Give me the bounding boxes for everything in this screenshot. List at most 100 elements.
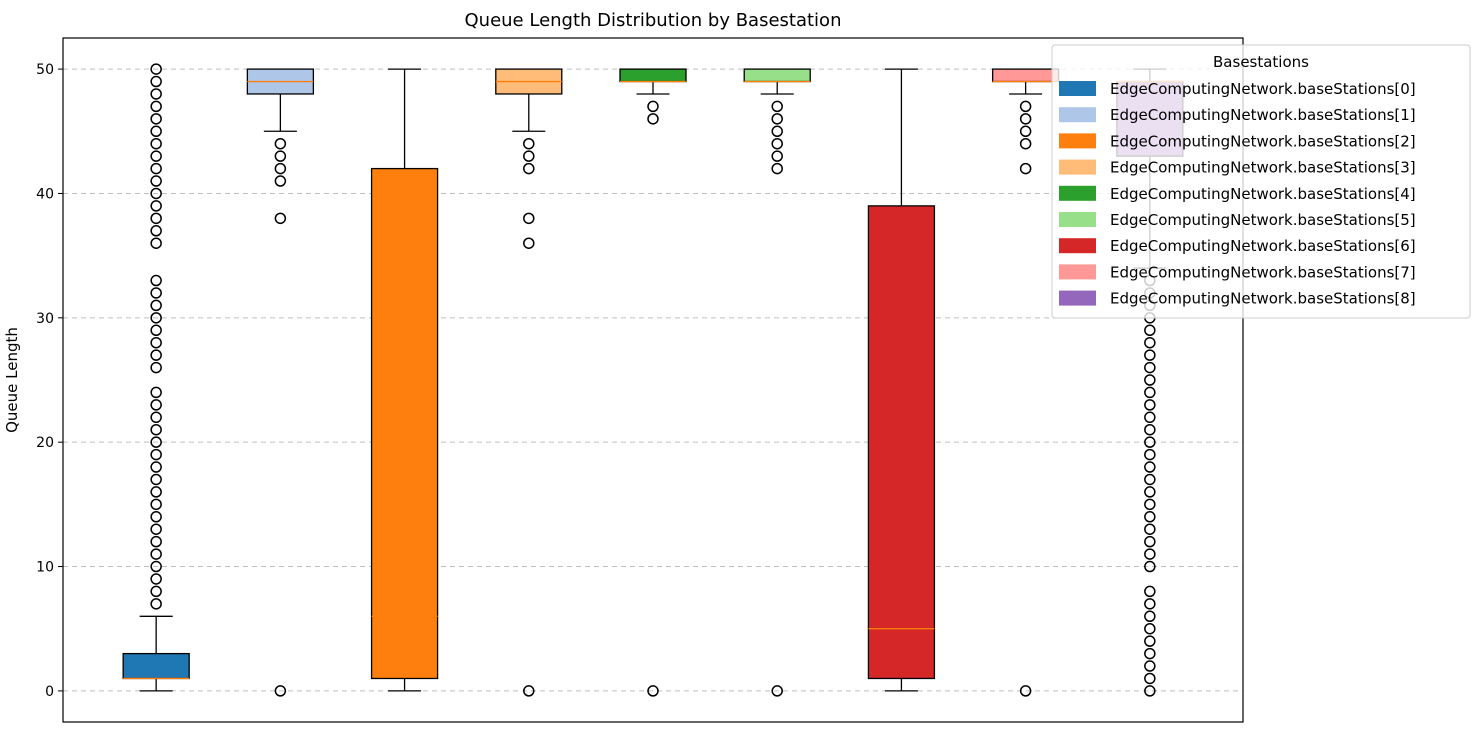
box-group — [619, 68, 687, 697]
outlier-point — [150, 312, 162, 324]
legend-title: Basestations — [1213, 53, 1309, 71]
outlier-point — [1019, 125, 1032, 138]
outlier-point — [1144, 448, 1156, 461]
legend-swatch — [1059, 81, 1096, 96]
outlier-point — [771, 150, 783, 162]
box-group — [370, 68, 439, 692]
outlier-point — [1144, 486, 1156, 498]
outlier-point — [150, 361, 162, 374]
legend-swatch — [1059, 185, 1096, 201]
outlier-point — [150, 162, 162, 175]
outlier-point — [150, 88, 162, 100]
outlier-point — [1144, 560, 1156, 573]
outlier-point — [1144, 585, 1156, 598]
outlier-point — [523, 212, 535, 225]
outlier-point — [1144, 672, 1156, 685]
legend-label: EdgeComputingNetwork.baseStations[7] — [1110, 263, 1416, 281]
outlier-point — [523, 150, 535, 162]
outlier-point — [150, 75, 162, 88]
outlier-point — [274, 162, 287, 175]
box-group — [867, 68, 936, 692]
outlier-point — [1144, 660, 1156, 672]
outlier-point — [150, 535, 162, 548]
outlier-point — [647, 100, 659, 113]
outlier-point — [1144, 461, 1156, 473]
legend-label: EdgeComputingNetwork.baseStations[0] — [1110, 80, 1416, 98]
legend-label: EdgeComputingNetwork.baseStations[8] — [1110, 290, 1416, 308]
box-group — [991, 68, 1060, 697]
outlier-point — [1144, 511, 1156, 523]
outlier-point — [1144, 336, 1156, 349]
y-axis: 0 10 20 30 40 50 — [36, 62, 63, 700]
outlier-point — [1144, 498, 1156, 511]
legend-label: EdgeComputingNetwork.baseStations[2] — [1110, 132, 1416, 150]
legend-label: EdgeComputingNetwork.baseStations[3] — [1110, 159, 1416, 177]
outlier-point — [150, 336, 162, 349]
box — [370, 167, 439, 680]
outlier-point — [150, 511, 162, 523]
box — [991, 68, 1060, 83]
outlier-point — [150, 100, 162, 113]
outlier-point — [1144, 647, 1156, 660]
legend-box — [1051, 44, 1471, 319]
outlier-point — [274, 137, 287, 150]
outlier-point — [150, 461, 162, 473]
box — [619, 68, 687, 83]
box-group — [122, 63, 190, 692]
outlier-point — [523, 237, 535, 249]
outlier-point — [150, 411, 162, 424]
outlier-point — [150, 113, 162, 125]
outlier-point — [1144, 535, 1156, 548]
outlier-point — [1144, 610, 1156, 623]
y-tick-label: 30 — [36, 311, 54, 327]
outlier-point — [150, 448, 162, 461]
outlier-point — [274, 212, 287, 225]
outlier-point — [150, 187, 162, 200]
outlier-point — [1144, 685, 1156, 697]
outlier-point — [150, 386, 162, 399]
outlier-point — [1019, 100, 1032, 113]
outlier-point — [771, 125, 783, 138]
outlier-point — [1144, 374, 1156, 386]
outlier-point — [150, 150, 162, 162]
outlier-point — [150, 585, 162, 598]
outlier-point — [150, 237, 162, 249]
outlier-point — [274, 685, 287, 697]
outlier-point — [150, 473, 162, 486]
outlier-point — [1019, 162, 1032, 175]
box-group — [246, 68, 315, 697]
box-group — [743, 68, 811, 697]
outlier-point — [523, 137, 535, 150]
legend: Basestations EdgeComputingNetwork.baseSta… — [1051, 44, 1471, 319]
outlier-point — [150, 523, 162, 535]
outlier-point — [150, 498, 162, 511]
box — [743, 68, 811, 83]
legend-label: EdgeComputingNetwork.baseStations[4] — [1110, 185, 1416, 203]
outlier-point — [1019, 137, 1032, 150]
outlier-point — [150, 225, 162, 237]
outlier-point — [150, 299, 162, 312]
outlier-point — [274, 150, 287, 162]
outlier-point — [1144, 361, 1156, 374]
legend-swatch — [1059, 264, 1096, 280]
outlier-point — [647, 685, 659, 697]
outlier-point — [523, 162, 535, 175]
outlier-point — [1019, 685, 1032, 697]
y-axis-label: Queue Length — [3, 327, 21, 433]
outlier-point — [771, 113, 783, 125]
outlier-point — [150, 399, 162, 411]
outlier-point — [647, 113, 659, 125]
outlier-point — [771, 162, 783, 175]
outlier-point — [150, 573, 162, 585]
legend-label: EdgeComputingNetwork.baseStations[6] — [1110, 237, 1416, 255]
outlier-point — [150, 324, 162, 337]
outlier-point — [1144, 548, 1156, 560]
outlier-point — [1144, 386, 1156, 399]
outlier-point — [150, 436, 162, 448]
y-tick-label: 0 — [45, 684, 54, 700]
legend-swatch — [1059, 212, 1096, 227]
outlier-point — [150, 598, 162, 610]
outlier-point — [150, 63, 162, 75]
legend-label: EdgeComputingNetwork.baseStations[1] — [1110, 106, 1416, 124]
